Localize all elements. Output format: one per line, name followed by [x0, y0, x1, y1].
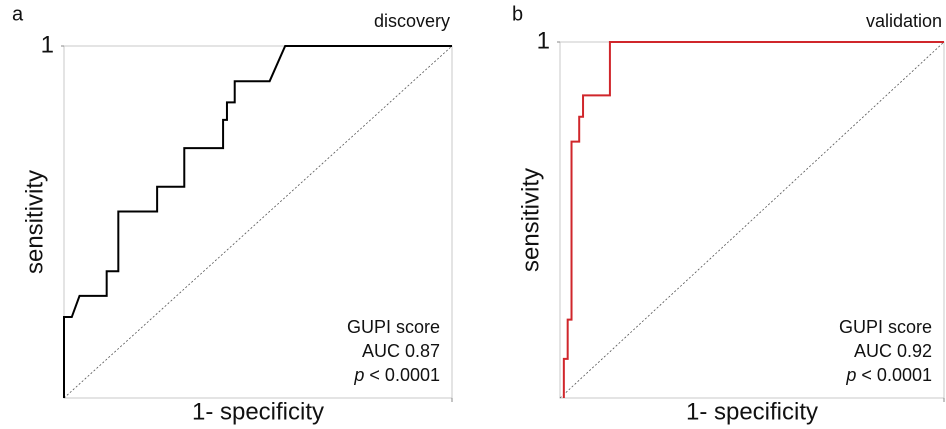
panel-label: b — [512, 3, 523, 25]
p-symbol: p — [845, 365, 856, 385]
p-text: < 0.0001 — [861, 365, 932, 385]
y-axis-label: sensitivity — [517, 168, 544, 272]
roc-curve — [63, 45, 452, 398]
p-symbol: p — [353, 365, 364, 385]
x-axis-label: 1- specificity — [192, 398, 324, 425]
x-axis-label: 1- specificity — [686, 398, 818, 425]
roc-curve — [562, 41, 944, 398]
y-tick-label: 1 — [537, 27, 550, 54]
panel-title: validation — [866, 11, 942, 31]
p-value: p < 0.0001 — [353, 365, 440, 385]
y-tick-label: 1 — [41, 31, 54, 58]
annotation: AUC 0.92 — [854, 341, 932, 361]
panel-title: discovery — [374, 11, 450, 31]
reference-diagonal — [559, 41, 945, 399]
reference-diagonal — [63, 45, 453, 399]
panel-label: a — [12, 3, 24, 25]
plot-frame — [63, 45, 453, 399]
y-axis-label: sensitivity — [21, 170, 48, 274]
annotation: GUPI score — [839, 317, 932, 337]
p-text: < 0.0001 — [369, 365, 440, 385]
annotation: AUC 0.87 — [362, 341, 440, 361]
annotation: GUPI score — [347, 317, 440, 337]
p-value: p < 0.0001 — [845, 365, 932, 385]
